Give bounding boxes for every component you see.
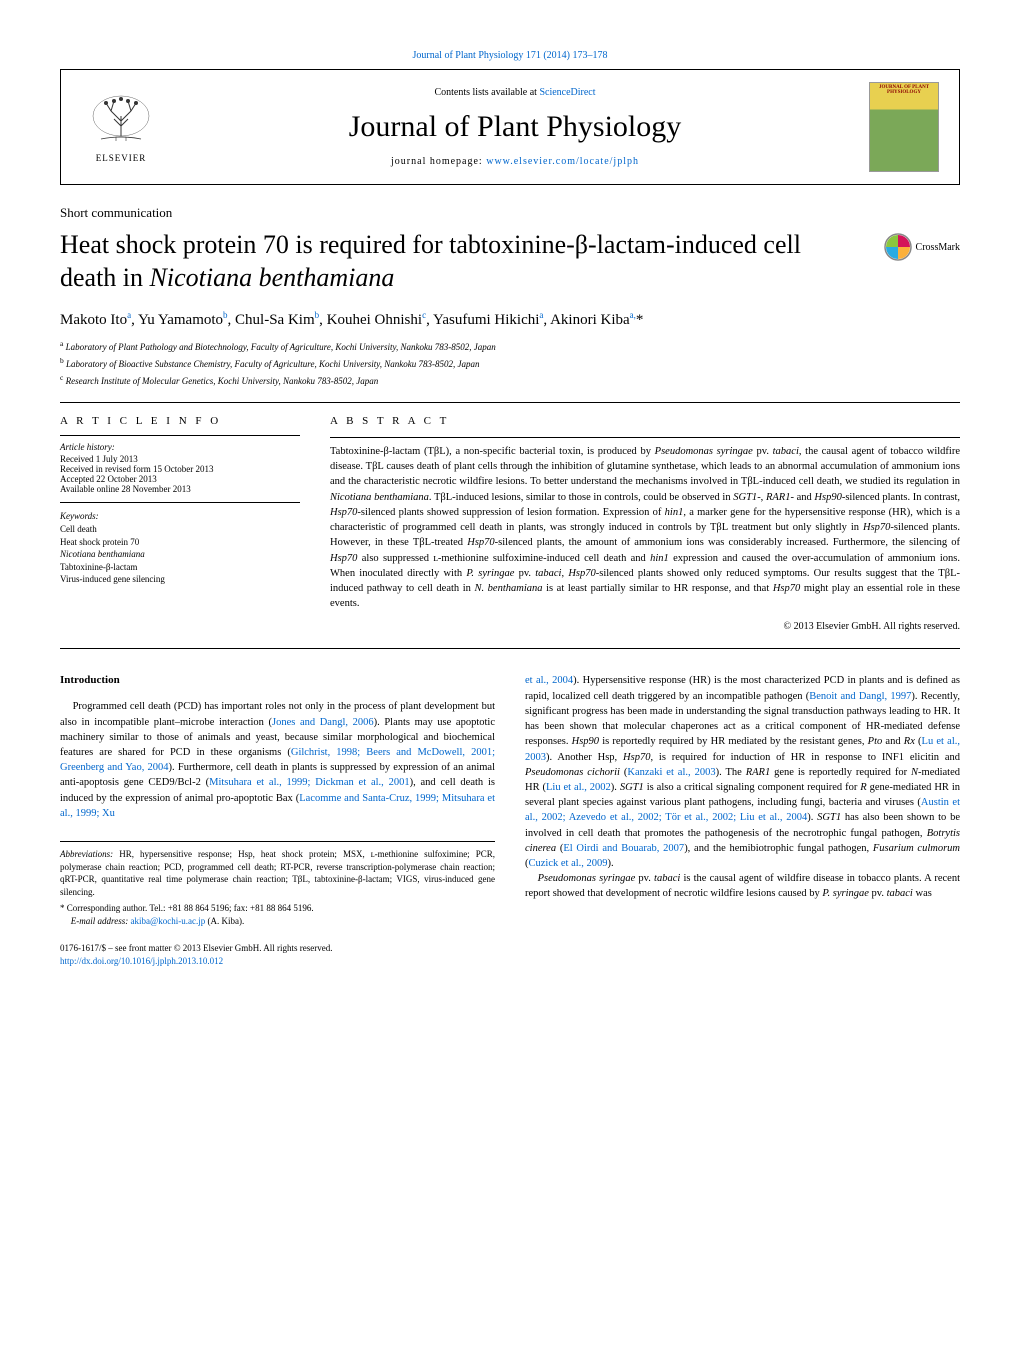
keyword: Cell death bbox=[60, 523, 300, 536]
footer: 0176-1617/$ – see front matter © 2013 El… bbox=[60, 942, 495, 968]
header-center: Contents lists available at ScienceDirec… bbox=[161, 87, 869, 167]
authors: Makoto Itoa, Yu Yamamotob, Chul-Sa Kimb,… bbox=[60, 310, 960, 329]
crossmark-label: CrossMark bbox=[916, 242, 960, 253]
corresponding-author: * Corresponding author. Tel.: +81 88 864… bbox=[60, 902, 495, 915]
abbreviations: Abbreviations: HR, hypersensitive respon… bbox=[60, 848, 495, 898]
keywords-heading: Keywords: bbox=[60, 511, 300, 521]
email: E-mail address: akiba@kochi-u.ac.jp (A. … bbox=[60, 915, 495, 928]
divider bbox=[60, 435, 300, 436]
affiliations: a Laboratory of Plant Pathology and Biot… bbox=[60, 339, 960, 386]
introduction-heading: Introduction bbox=[60, 673, 495, 689]
history-item: Received 1 July 2013 bbox=[60, 454, 300, 464]
homepage-link[interactable]: www.elsevier.com/locate/jplph bbox=[486, 156, 639, 167]
history-block: Article history: Received 1 July 2013Rec… bbox=[60, 442, 300, 503]
body-columns: Introduction Programmed cell death (PCD)… bbox=[60, 673, 960, 967]
abstract-column: A B S T R A C T Tabtoxinine-β-lactam (Tβ… bbox=[330, 415, 960, 632]
divider bbox=[60, 648, 960, 649]
keyword: Tabtoxinine-β-lactam bbox=[60, 561, 300, 574]
article-title: Heat shock protein 70 is required for ta… bbox=[60, 229, 864, 294]
history-item: Accepted 22 October 2013 bbox=[60, 474, 300, 484]
right-column: et al., 2004). Hypersensitive response (… bbox=[525, 673, 960, 967]
intro-para-2: et al., 2004). Hypersensitive response (… bbox=[525, 673, 960, 871]
left-column: Introduction Programmed cell death (PCD)… bbox=[60, 673, 495, 967]
contents-prefix: Contents lists available at bbox=[434, 87, 539, 98]
abstract-text: Tabtoxinine-β-lactam (TβL), a non-specif… bbox=[330, 444, 960, 611]
homepage-line: journal homepage: www.elsevier.com/locat… bbox=[161, 156, 869, 167]
history-heading: Article history: bbox=[60, 442, 300, 452]
journal-title: Journal of Plant Physiology bbox=[161, 110, 869, 144]
affiliation: a Laboratory of Plant Pathology and Biot… bbox=[60, 339, 960, 352]
affiliation: c Research Institute of Molecular Geneti… bbox=[60, 373, 960, 386]
history-item: Available online 28 November 2013 bbox=[60, 484, 300, 494]
history-item: Received in revised form 15 October 2013 bbox=[60, 464, 300, 474]
journal-header: ELSEVIER Contents lists available at Sci… bbox=[60, 69, 960, 185]
article-info-heading: A R T I C L E I N F O bbox=[60, 415, 300, 427]
keyword: Heat shock protein 70 bbox=[60, 536, 300, 549]
divider bbox=[330, 437, 960, 438]
crossmark-badge[interactable]: CrossMark bbox=[884, 233, 960, 261]
affiliation: b Laboratory of Bioactive Substance Chem… bbox=[60, 356, 960, 369]
intro-para-1: Programmed cell death (PCD) has importan… bbox=[60, 699, 495, 821]
abstract-heading: A B S T R A C T bbox=[330, 415, 960, 427]
elsevier-label: ELSEVIER bbox=[96, 153, 147, 163]
copyright: © 2013 Elsevier GmbH. All rights reserve… bbox=[330, 621, 960, 632]
journal-cover-thumbnail: JOURNAL OF PLANT PHYSIOLOGY bbox=[869, 82, 939, 172]
doi-link[interactable]: http://dx.doi.org/10.1016/j.jplph.2013.1… bbox=[60, 956, 223, 966]
cover-title: JOURNAL OF PLANT PHYSIOLOGY bbox=[870, 83, 938, 97]
article-type: Short communication bbox=[60, 205, 960, 221]
contents-available: Contents lists available at ScienceDirec… bbox=[161, 87, 869, 98]
journal-citation-link[interactable]: Journal of Plant Physiology 171 (2014) 1… bbox=[60, 50, 960, 61]
footer-copyright: 0176-1617/$ – see front matter © 2013 El… bbox=[60, 942, 495, 955]
elsevier-logo: ELSEVIER bbox=[81, 87, 161, 167]
article-info-sidebar: A R T I C L E I N F O Article history: R… bbox=[60, 415, 300, 632]
divider bbox=[60, 402, 960, 403]
sciencedirect-link[interactable]: ScienceDirect bbox=[539, 87, 595, 98]
footnotes: Abbreviations: HR, hypersensitive respon… bbox=[60, 841, 495, 928]
keyword: Virus-induced gene silencing bbox=[60, 573, 300, 586]
elsevier-tree-icon bbox=[86, 91, 156, 151]
crossmark-icon bbox=[884, 233, 912, 261]
keywords-block: Keywords: Cell deathHeat shock protein 7… bbox=[60, 511, 300, 586]
keywords-list: Cell deathHeat shock protein 70Nicotiana… bbox=[60, 523, 300, 586]
homepage-prefix: journal homepage: bbox=[391, 156, 486, 167]
intro-para-3: Pseudomonas syringae pv. tabaci is the c… bbox=[525, 871, 960, 901]
keyword: Nicotiana benthamiana bbox=[60, 548, 300, 561]
history-list: Received 1 July 2013Received in revised … bbox=[60, 454, 300, 494]
